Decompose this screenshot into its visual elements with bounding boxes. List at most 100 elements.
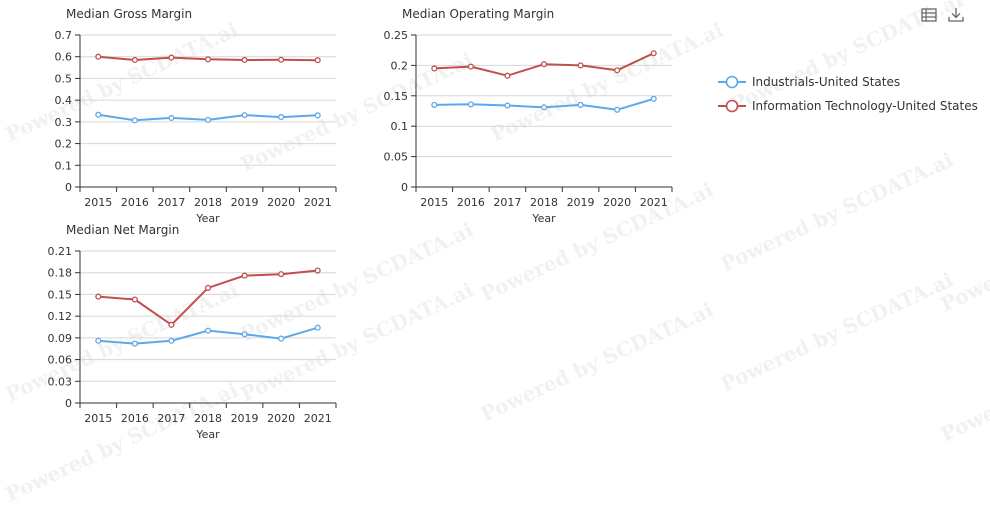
x-tick-label: 2016 [121,412,149,425]
x-tick-label: 2018 [194,412,222,425]
data-point [131,340,138,347]
y-tick-label: 0.05 [384,151,409,164]
data-point [131,56,138,64]
data-point [540,104,548,111]
data-point [168,114,175,121]
data-point [241,56,248,64]
x-tick-label: 2021 [304,412,332,425]
y-tick-label: 0.1 [391,120,409,133]
y-tick-label: 0 [65,181,72,194]
x-tick-label: 2020 [603,196,631,209]
data-point [95,111,102,118]
x-tick-label: 2019 [231,196,259,209]
data-point [131,117,138,124]
y-tick-label: 0.6 [55,51,73,64]
data-point [577,101,584,108]
y-tick-label: 0.4 [55,94,73,107]
x-tick-label: 2020 [267,196,295,209]
chart-title: Median Operating Margin [402,7,554,21]
legend-item-industrials[interactable]: Industrials-United States [718,70,978,94]
y-tick-label: 0.3 [55,116,73,129]
data-point [241,331,248,338]
x-tick-label: 2016 [457,196,485,209]
y-tick-label: 0.03 [48,375,73,388]
data-point [314,112,321,119]
x-tick-label: 2016 [121,196,149,209]
chart-legend: Industrials-United States Information Te… [718,70,978,118]
charts-svg: Median Gross Margin 0 0.1 0.2 0.3 0.4 0.5 0.6 0.… [48,7,673,441]
y-tick-label: 0 [401,181,408,194]
x-tick-label: 2019 [567,196,595,209]
data-point [577,62,584,69]
data-point [168,321,175,328]
data-point [95,337,102,344]
series-line-2 [98,269,318,326]
x-tick-label: 2020 [267,412,295,425]
data-point [204,284,212,291]
y-tick-label: 0.09 [48,332,73,345]
legend-label-industrials: Industrials-United States [752,75,901,89]
x-tick-label: 2018 [194,196,222,209]
data-point [168,54,175,61]
x-tick-label: 2017 [157,196,185,209]
x-tick-label: 2015 [84,412,112,425]
legend-label-information-technology: Information Technology-United States [752,99,978,113]
y-tick-label: 0.5 [55,72,73,85]
data-point [431,101,438,108]
legend-marker-industrials [718,75,746,89]
data-point [241,272,248,279]
x-axis-title: Year [195,212,220,225]
download-icon[interactable] [947,6,965,24]
data-point [614,106,621,113]
y-tick-label: 0.12 [48,310,73,323]
legend-item-information-technology[interactable]: Information Technology-United States [718,94,978,118]
x-tick-label: 2021 [304,196,332,209]
table-view-icon[interactable] [920,6,938,24]
data-point [504,72,511,79]
data-point [650,50,657,57]
data-point [278,56,285,63]
data-point [314,267,321,274]
x-tick-label: 2018 [530,196,558,209]
data-point [204,56,212,63]
y-tick-label: 0.18 [48,267,73,280]
y-tick-label: 0.1 [55,159,73,172]
data-point [241,112,248,119]
chart-panel-3: Median Net Margin 0 0.03 0.06 0.09 0.12 0.15 0.… [48,223,337,441]
y-tick-label: 0.15 [384,90,409,103]
y-tick-label: 0 [65,397,72,410]
data-point [278,114,285,121]
y-tick-label: 0.2 [391,59,409,72]
chart-title: Median Gross Margin [66,7,192,21]
x-tick-label: 2017 [157,412,185,425]
x-tick-label: 2015 [420,196,448,209]
data-point [540,61,548,68]
chart-panel-2: Median Operating Margin 0 0.05 0.1 0.15 0.2 0.… [384,7,673,225]
y-tick-label: 0.7 [55,29,73,42]
data-point [504,102,511,109]
data-point [650,95,657,102]
data-point [278,335,285,342]
data-point [95,53,102,60]
x-tick-label: 2021 [640,196,668,209]
data-point [314,57,321,64]
data-point [614,67,621,74]
x-axis-title: Year [531,212,556,225]
y-tick-label: 0.21 [48,245,73,258]
data-point [95,293,102,300]
data-point [278,271,285,278]
y-tick-label: 0.15 [48,288,73,301]
chart-title: Median Net Margin [66,223,179,237]
data-point [204,116,212,123]
data-point [204,327,212,334]
y-tick-label: 0.2 [55,138,73,151]
data-point [467,63,474,70]
chart-panel-1: Median Gross Margin 0 0.1 0.2 0.3 0.4 0.5 0.6 0.… [55,7,337,225]
data-point [131,296,138,303]
x-tick-label: 2015 [84,196,112,209]
x-axis-title: Year [195,428,220,441]
x-tick-label: 2017 [493,196,521,209]
data-point [431,65,438,72]
data-point [467,101,474,108]
